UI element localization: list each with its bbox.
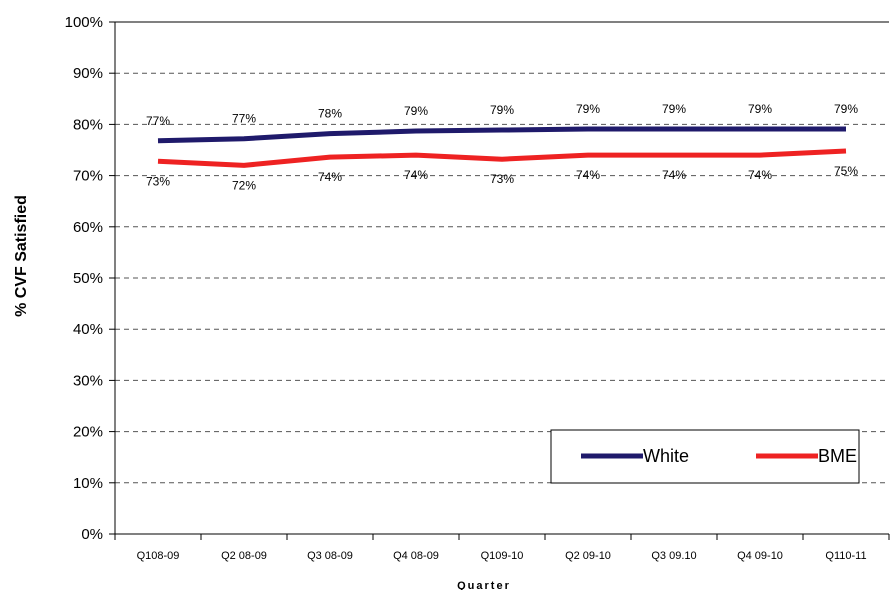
data-label: 77% bbox=[146, 114, 170, 128]
data-label: 77% bbox=[232, 112, 256, 126]
data-label: 79% bbox=[576, 102, 600, 116]
series-lines bbox=[157, 126, 847, 168]
x-axis-title: Quarter bbox=[457, 580, 511, 590]
x-tick-label: Q4 08-09 bbox=[393, 550, 439, 562]
data-label: 74% bbox=[662, 168, 686, 182]
legend-label-white: White bbox=[643, 446, 689, 466]
x-tick-label: Q3 09.10 bbox=[651, 550, 696, 562]
y-tick-label: 10% bbox=[73, 475, 103, 492]
series-line-white bbox=[157, 126, 846, 144]
data-labels: 77% 77% 78% 79% 79% 79% 79% 79% 79% 73% 72% 74% 74% 7… bbox=[146, 102, 858, 192]
data-label: 72% bbox=[232, 178, 256, 192]
x-tick-label: Q110-11 bbox=[825, 550, 866, 562]
y-axis-title: % CVF Satisfied bbox=[13, 195, 30, 317]
gridlines bbox=[115, 72, 889, 484]
data-label: 74% bbox=[748, 168, 772, 182]
series-line-bme bbox=[157, 148, 847, 168]
x-tick-label: Q2 08-09 bbox=[221, 550, 267, 562]
y-tick-label: 0% bbox=[81, 526, 103, 543]
data-label: 79% bbox=[748, 102, 772, 116]
y-tick-label: 80% bbox=[73, 116, 103, 133]
data-label: 79% bbox=[404, 104, 428, 118]
data-label: 79% bbox=[662, 102, 686, 116]
y-tick-label: 60% bbox=[73, 219, 103, 236]
data-label: 74% bbox=[318, 170, 342, 184]
data-label: 73% bbox=[490, 172, 514, 186]
data-label: 73% bbox=[146, 174, 170, 188]
y-tick-label: 70% bbox=[73, 168, 103, 185]
y-tick-label: 30% bbox=[73, 372, 103, 389]
data-label: 79% bbox=[834, 102, 858, 116]
y-tick-label: 40% bbox=[73, 321, 103, 338]
legend: White BME bbox=[550, 429, 860, 484]
x-tick-label: Q4 09-10 bbox=[737, 550, 783, 562]
axes: 0% 10% 20% 30% 40% 50% 60% 70% 80% 90% 100% Q108-09… bbox=[65, 14, 890, 562]
x-tick-label: Q3 08-09 bbox=[307, 550, 353, 562]
data-label: 78% bbox=[318, 107, 342, 121]
data-label: 79% bbox=[490, 103, 514, 117]
x-tick-label: Q2 09-10 bbox=[565, 550, 611, 562]
y-tick-label: 50% bbox=[73, 270, 103, 287]
legend-label-bme: BME bbox=[818, 446, 857, 466]
y-tick-label: 20% bbox=[73, 424, 103, 441]
x-tick-label: Q109-10 bbox=[481, 550, 524, 562]
y-tick-label: 100% bbox=[65, 14, 103, 31]
x-tick-label: Q108-09 bbox=[137, 550, 180, 562]
data-label: 74% bbox=[576, 168, 600, 182]
y-tick-label: 90% bbox=[73, 65, 103, 82]
data-label: 75% bbox=[834, 164, 858, 178]
data-label: 74% bbox=[404, 168, 428, 182]
